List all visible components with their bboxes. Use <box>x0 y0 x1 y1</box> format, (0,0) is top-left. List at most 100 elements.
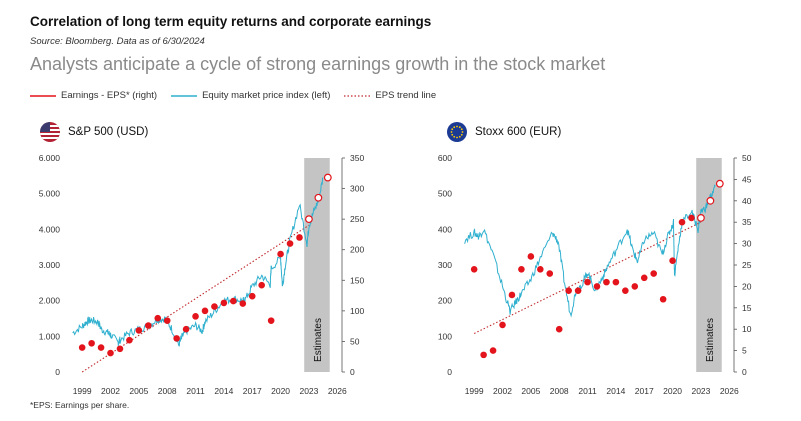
x-axis-tick-label: 1999 <box>465 386 484 396</box>
x-axis-tick-label: 2020 <box>663 386 682 396</box>
right-axis-tick-label: 200 <box>350 245 364 255</box>
source-note: Source: Bloomberg. Data as of 6/30/2024 <box>30 36 205 47</box>
price-index-line <box>464 184 716 318</box>
right-axis-tick-label: 300 <box>350 184 364 194</box>
eps-point <box>603 278 610 286</box>
right-axis-tick-label: 45 <box>742 174 752 184</box>
eps-point <box>527 253 535 260</box>
legend-line-eps-icon <box>30 94 56 97</box>
eps-point <box>593 283 601 290</box>
left-axis-tick-label: 600 <box>438 153 452 163</box>
eps-point <box>678 218 686 226</box>
eps-point <box>499 321 506 329</box>
left-axis-tick-label: 400 <box>438 224 452 234</box>
x-axis-tick-label: 2008 <box>158 386 177 396</box>
eps-estimate-point <box>305 215 313 224</box>
eps-point <box>248 292 256 300</box>
eps-point <box>640 274 648 282</box>
right-axis-tick-label: 40 <box>742 196 752 206</box>
right-axis-tick-label: 10 <box>742 324 752 334</box>
left-axis-tick-label: 200 <box>438 296 452 306</box>
estimates-label: Estimates <box>313 318 324 362</box>
left-axis-tick-label: 5.000 <box>39 189 61 199</box>
left-axis-tick-label: 100 <box>438 331 452 341</box>
right-axis-tick-label: 0 <box>350 367 355 377</box>
eps-point <box>669 257 676 265</box>
eu-flag-icon <box>447 122 467 142</box>
right-axis-tick-label: 20 <box>742 281 752 291</box>
eps-point <box>555 325 563 333</box>
eps-point <box>126 336 133 344</box>
right-axis-tick-label: 250 <box>350 214 364 224</box>
legend-item-eps: Earnings - EPS* (right) <box>30 90 157 101</box>
eps-point <box>296 234 303 241</box>
eps-point <box>470 265 478 273</box>
left-axis-tick-label: 1.000 <box>39 331 61 341</box>
eps-point <box>277 250 284 258</box>
legend-label-price: Equity market price index (left) <box>202 90 331 101</box>
eps-point <box>239 300 247 307</box>
left-axis-tick-label: 2.000 <box>39 296 61 306</box>
eps-point <box>220 299 228 307</box>
eps-point <box>622 287 629 294</box>
left-axis-tick-label: 0 <box>447 367 452 377</box>
eps-point <box>88 339 95 347</box>
eps-estimate-point <box>706 196 715 205</box>
eps-point <box>489 347 497 354</box>
eps-point <box>659 295 667 303</box>
chart-title: Correlation of long term equity returns … <box>30 14 432 29</box>
x-axis-tick-label: 2011 <box>186 386 205 396</box>
eps-point <box>546 270 554 277</box>
eps-point <box>480 351 487 359</box>
eps-point <box>97 344 105 351</box>
x-axis-tick-label: 2011 <box>578 386 597 396</box>
eps-point <box>537 265 544 273</box>
eps-point <box>565 287 572 294</box>
x-axis-tick-label: 2002 <box>493 386 512 396</box>
eps-point <box>154 314 162 322</box>
x-axis-tick-label: 2020 <box>271 386 290 396</box>
x-axis-tick-label: 2023 <box>691 386 710 396</box>
legend-item-trend: EPS trend line <box>344 90 436 101</box>
x-axis-tick-label: 2023 <box>299 386 318 396</box>
eps-point <box>267 317 275 324</box>
eps-point <box>135 327 143 334</box>
estimates-band <box>696 158 722 372</box>
eps-point <box>574 287 582 294</box>
eps-point <box>163 317 171 324</box>
right-axis-tick-label: 50 <box>350 336 360 346</box>
right-axis-tick-label: 15 <box>742 303 752 313</box>
panel-header-stoxx600: Stoxx 600 (EUR) <box>447 122 561 142</box>
eps-point <box>201 307 209 315</box>
right-axis-tick-label: 0 <box>742 367 747 377</box>
x-axis-tick-label: 2014 <box>606 386 625 396</box>
left-axis-tick-label: 3.000 <box>39 260 61 270</box>
panel-title-stoxx600: Stoxx 600 (EUR) <box>475 126 562 138</box>
x-axis-tick-label: 2017 <box>243 386 262 396</box>
eps-trend-line <box>473 221 702 334</box>
sp500-chart: Estimates 0 1.000 2.000 3.000 4.000 5.000 6.000… <box>39 153 365 396</box>
legend-label-trend: EPS trend line <box>375 90 437 101</box>
right-axis-tick-label: 350 <box>350 153 364 163</box>
legend-label-eps: Earnings - EPS* (right) <box>61 90 158 101</box>
eps-point <box>518 265 525 273</box>
left-axis-tick-label: 300 <box>438 260 452 270</box>
eps-point <box>116 345 124 353</box>
stoxx600-chart: Estimates 0 100 200 300 400 500 600 0 5 10 15 20 25 30… <box>438 153 752 396</box>
x-axis-tick-label: 2008 <box>550 386 569 396</box>
eps-point <box>192 313 199 320</box>
right-axis-tick-label: 25 <box>742 260 752 270</box>
left-axis-tick-label: 4.000 <box>39 224 61 234</box>
right-axis-tick-label: 5 <box>742 346 747 356</box>
eps-estimate-point <box>697 214 705 222</box>
right-axis-tick-label: 35 <box>742 217 752 227</box>
right-axis-tick-label: 50 <box>742 153 752 163</box>
left-axis-tick-label: 500 <box>438 189 452 199</box>
eps-point <box>182 325 190 333</box>
eps-point <box>650 270 657 277</box>
x-axis-tick-label: 2005 <box>129 386 148 396</box>
eps-point <box>688 214 695 222</box>
panel-header-sp500: S&P 500 (USD) <box>40 122 148 142</box>
x-axis-tick-label: 2014 <box>214 386 233 396</box>
eps-estimate-point <box>323 173 332 182</box>
